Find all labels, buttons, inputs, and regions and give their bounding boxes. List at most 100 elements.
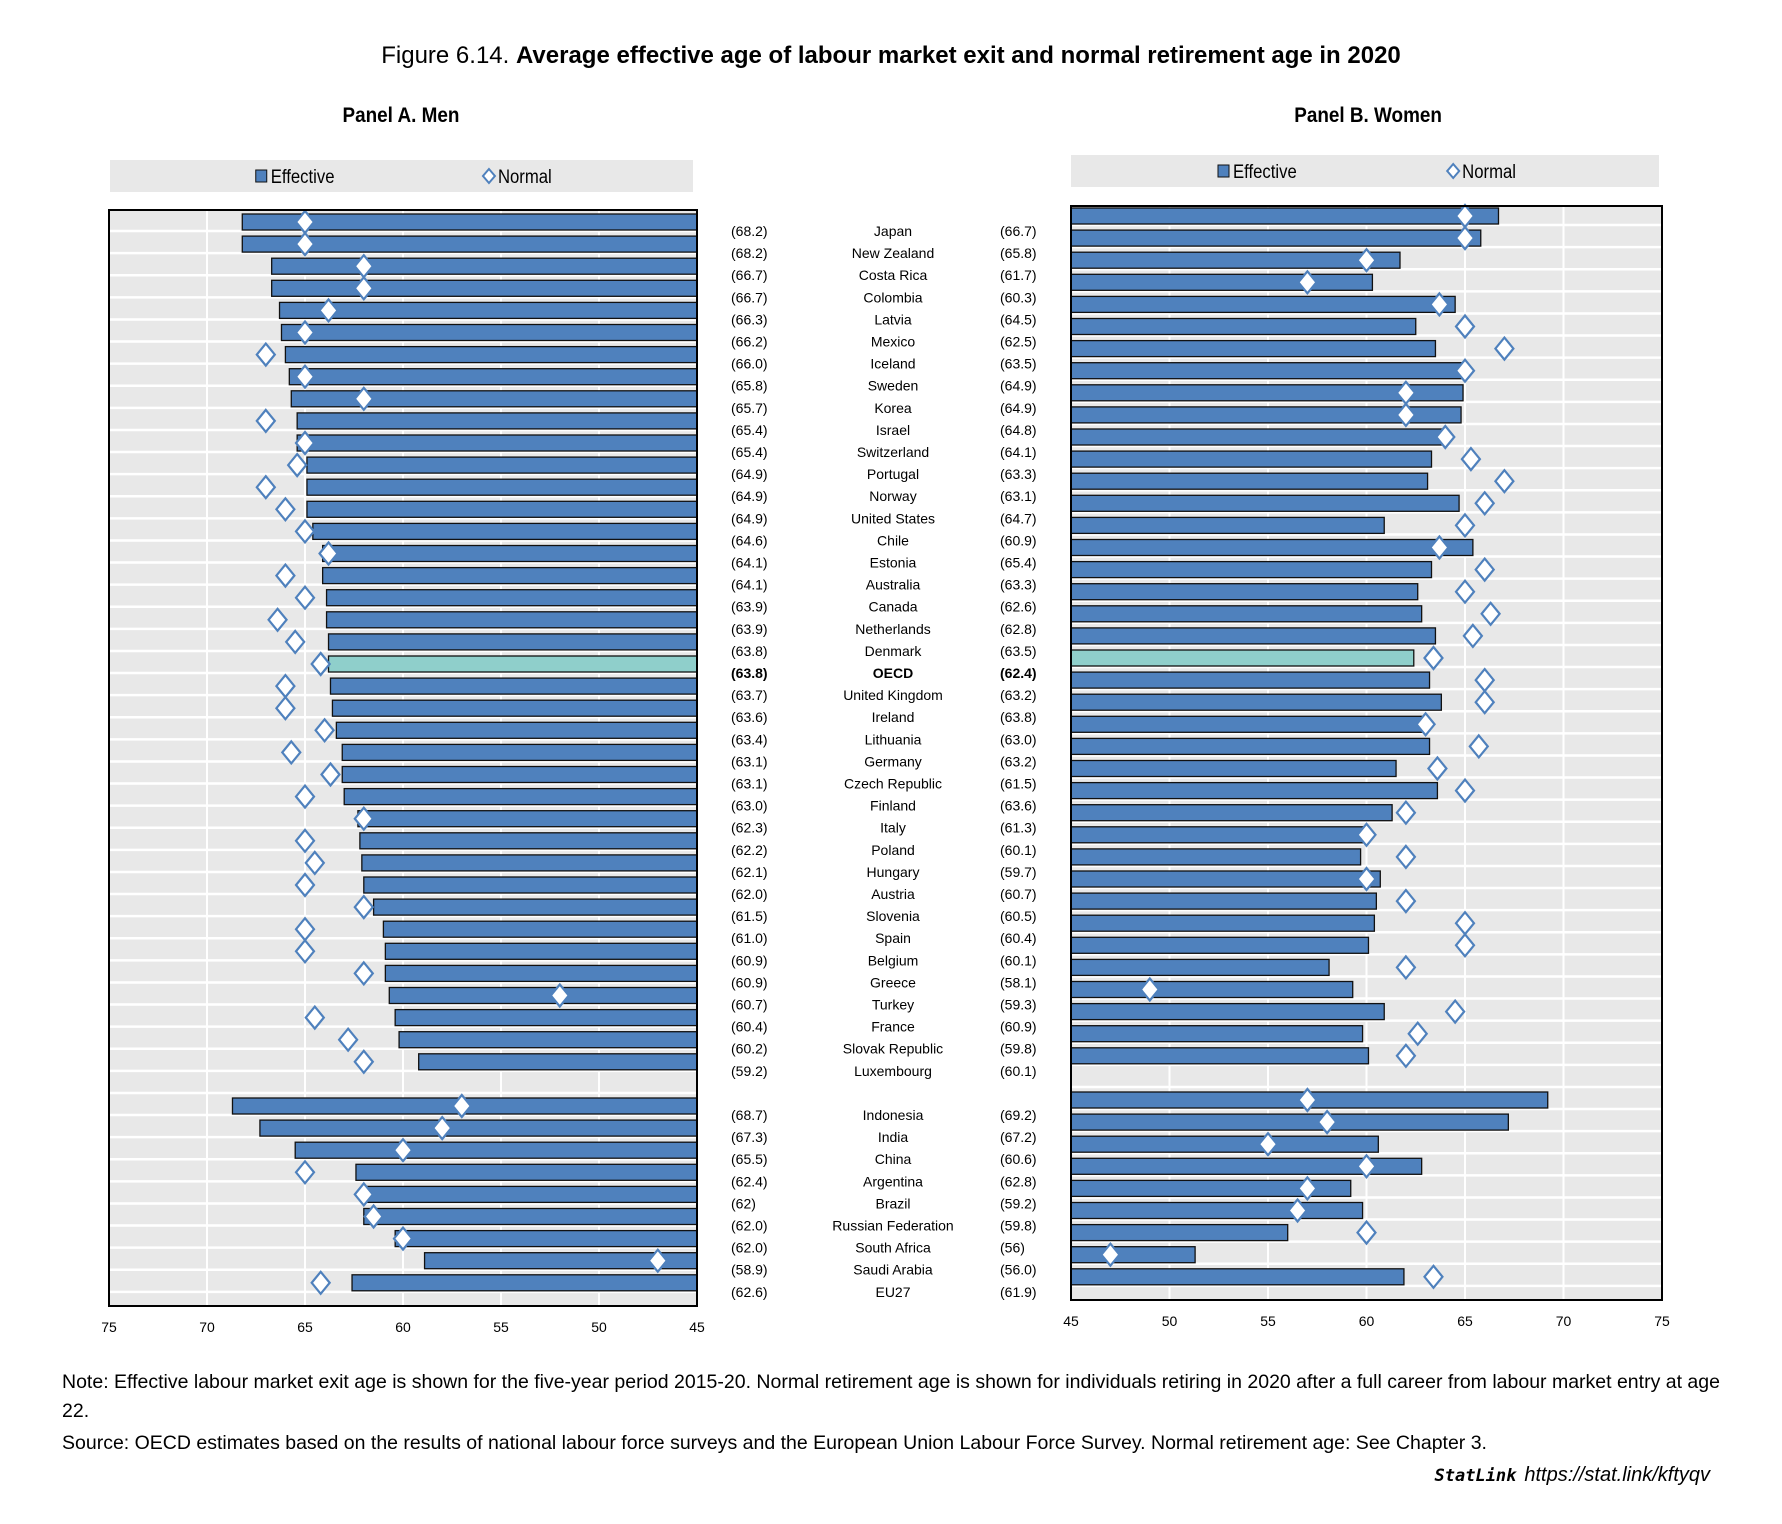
women-value-label: (62.5) [1000, 334, 1037, 350]
marker-normal-colombia [353, 275, 375, 302]
marker-normal-portugal [286, 452, 308, 478]
men-value-label: (62.3) [731, 820, 768, 836]
men-value-label: (63.4) [731, 731, 768, 747]
women-value-label: (63.5) [1000, 643, 1037, 659]
bar-effective-luxembourg [1070, 1047, 1370, 1065]
legend-normal-diamond-icon [1445, 162, 1461, 180]
marker-normal-china [392, 1137, 414, 1163]
women-value-label: (64.7) [1000, 510, 1037, 526]
x-tick-label: 75 [1654, 1313, 1670, 1329]
men-value-label: (62.2) [731, 842, 768, 858]
men-value-label: (63.7) [731, 687, 768, 703]
men-value-label: (63.9) [731, 599, 768, 615]
marker-normal-eu27 [1423, 1264, 1444, 1290]
statlink-url[interactable]: https://stat.link/kftyqv [1524, 1464, 1710, 1486]
marker-normal-hungary [304, 850, 326, 876]
bar-effective-colombia [1070, 273, 1374, 291]
bar-effective-poland [359, 832, 698, 850]
bar-effective-lithuania [335, 721, 698, 739]
bar-effective-poland [1070, 826, 1370, 844]
men-value-label: (63.9) [731, 621, 768, 637]
country-label: France [871, 1019, 915, 1035]
marker-normal-greece [353, 960, 375, 987]
women-value-label: (64.5) [1000, 311, 1037, 327]
marker-normal-ireland [1474, 689, 1496, 715]
bar-effective-israel [296, 412, 698, 430]
bar-effective-new-zealand [1070, 229, 1482, 247]
legend-effective-label: Effective [1233, 161, 1297, 182]
marker-normal-lithuania [314, 717, 336, 744]
legend-box [110, 160, 693, 192]
women-value-label: (60.3) [1000, 289, 1037, 305]
men-value-label: (66.7) [731, 289, 768, 305]
bar-effective-czech-republic [1070, 759, 1397, 778]
men-value-label: (68.7) [731, 1107, 768, 1123]
bar-effective-switzerland [296, 434, 698, 452]
marker-normal-slovak-republic [337, 1026, 359, 1053]
men-value-label: (64.1) [731, 555, 768, 571]
x-tick-label: 60 [1359, 1313, 1375, 1329]
marker-normal-russian-federation [1287, 1197, 1308, 1224]
marker-normal-belgium [294, 938, 316, 965]
men-value-label: (62.0) [731, 1240, 768, 1256]
men-value-label: (62) [731, 1195, 756, 1211]
bar-effective-netherlands [1070, 605, 1423, 623]
x-tick-label: 50 [1162, 1313, 1178, 1329]
marker-normal-italy [1395, 799, 1417, 826]
marker-normal-argentina [294, 1159, 316, 1186]
bar-effective-germany [341, 743, 698, 762]
legend-effective-swatch [255, 169, 268, 183]
marker-normal-france [1444, 998, 1466, 1025]
marker-normal-new-zealand [1454, 225, 1476, 251]
bar-effective-belgium [1070, 936, 1370, 954]
country-label: Slovak Republic [843, 1041, 943, 1057]
bar-effective-ireland [1070, 693, 1443, 711]
country-label: Saudi Arabia [853, 1262, 933, 1278]
bar-effective-finland [343, 787, 698, 806]
bar-effective-china [1070, 1135, 1379, 1153]
men-value-label: (64.1) [731, 577, 768, 593]
country-label: Israel [876, 422, 910, 438]
marker-normal-israel [255, 408, 277, 434]
country-label: Luxembourg [854, 1063, 932, 1079]
bar-effective-finland [1070, 781, 1439, 800]
men-value-label: (68.2) [731, 245, 768, 261]
marker-normal-iceland [255, 341, 277, 368]
marker-normal-lithuania [1415, 711, 1437, 738]
bar-effective-united-states [306, 500, 698, 518]
women-value-label: (62.4) [1000, 665, 1037, 681]
women-value-label: (64.8) [1000, 422, 1037, 438]
marker-normal-chile [294, 518, 316, 545]
marker-normal-france [304, 1004, 326, 1031]
country-label: Austria [871, 886, 915, 902]
bar-effective-south-africa [394, 1229, 698, 1248]
bar-effective-russian-federation [363, 1207, 698, 1226]
marker-normal-latvia [1428, 291, 1450, 318]
statlink[interactable]: StatLink https://stat.link/kftyqv [1434, 1464, 1710, 1487]
marker-normal-czech-republic [320, 761, 341, 788]
bar-effective-france [394, 1008, 698, 1027]
marker-normal-mexico [1454, 313, 1476, 340]
bar-effective-mexico [1070, 317, 1417, 336]
bar-effective-brazil [363, 1185, 698, 1204]
country-label: Hungary [867, 864, 920, 880]
marker-normal-india [431, 1115, 453, 1141]
country-label: United States [851, 510, 935, 526]
marker-normal-oecd [310, 651, 332, 677]
country-label: Switzerland [857, 444, 929, 460]
country-label: Indonesia [863, 1107, 924, 1123]
men-value-label: (65.5) [731, 1151, 768, 1167]
marker-normal-poland [1356, 822, 1377, 848]
marker-normal-switzerland [1434, 424, 1456, 450]
women-value-label: (62.8) [1000, 1173, 1037, 1189]
women-value-label: (64.9) [1000, 400, 1037, 416]
bar-effective-norway [1070, 472, 1429, 490]
marker-normal-new-zealand [294, 231, 316, 257]
bar-effective-lithuania [1070, 715, 1427, 733]
country-label: Ireland [872, 709, 915, 725]
country-label: Denmark [865, 643, 923, 659]
men-value-label: (61.0) [731, 930, 768, 946]
source-text: Source: OECD estimates based on the resu… [62, 1432, 1487, 1454]
country-label: New Zealand [852, 245, 935, 261]
